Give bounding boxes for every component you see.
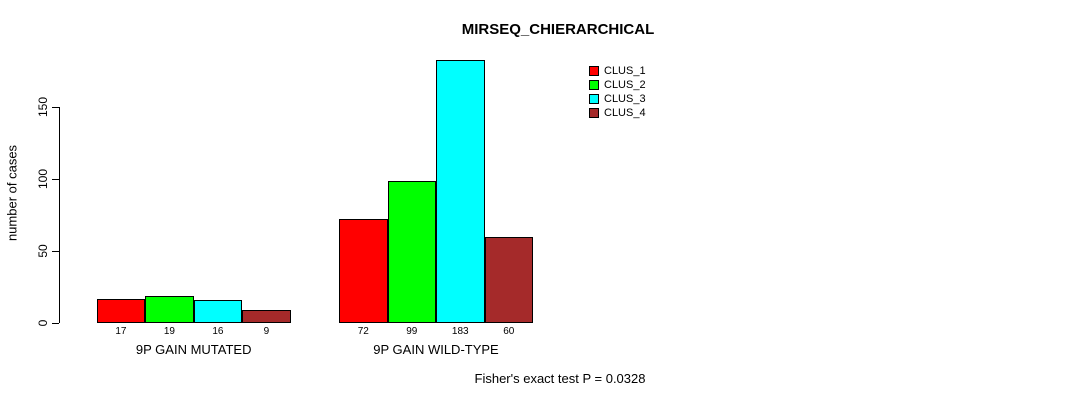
group-label: 9P GAIN WILD-TYPE: [373, 342, 499, 357]
legend-swatch-icon: [589, 93, 599, 104]
legend-swatch-icon: [589, 79, 599, 90]
legend-item-clus_1: CLUS_1: [589, 64, 646, 77]
y-tick: [52, 179, 59, 181]
bar-clus_4-2: [484, 236, 533, 323]
bar-value-label: 16: [212, 326, 224, 337]
legend: CLUS_1 CLUS_2 CLUS_3 CLUS_4: [589, 64, 646, 120]
y-axis-label: number of cases: [4, 144, 20, 242]
bar-clus_1-1: [96, 298, 146, 323]
legend-swatch-icon: [589, 65, 599, 76]
bar-clus_3-2: [436, 59, 485, 323]
bar-clus_4-1: [242, 310, 291, 323]
legend-item-clus_4: CLUS_4: [589, 106, 646, 119]
bar-value-label: 9: [263, 326, 270, 337]
bar-value-label: 99: [406, 326, 418, 337]
bar-value-label: 19: [163, 326, 175, 337]
legend-label: CLUS_3: [604, 92, 646, 105]
legend-item-clus_3: CLUS_3: [589, 92, 646, 105]
legend-label: CLUS_4: [604, 106, 646, 119]
legend-label: CLUS_2: [604, 78, 646, 91]
chart-title: MIRSEQ_CHIERARCHICAL: [461, 21, 655, 38]
group-label: 9P GAIN MUTATED: [135, 342, 252, 357]
y-axis-line: [59, 107, 60, 323]
bar-value-label: 17: [115, 326, 127, 337]
y-tick-label: 150: [36, 97, 50, 118]
footnote: Fisher's exact test P = 0.0328: [474, 371, 646, 386]
y-tick-label: 50: [36, 244, 50, 258]
y-tick: [52, 323, 59, 324]
bar-clus_1-2: [339, 219, 388, 323]
bar-value-label: 72: [357, 326, 369, 337]
bar-value-label: 183: [451, 326, 469, 337]
bar-clus_2-1: [145, 295, 194, 323]
legend-item-clus_2: CLUS_2: [589, 78, 646, 91]
bar-clus_3-1: [193, 299, 243, 323]
legend-label: CLUS_1: [604, 64, 646, 77]
bar-clus_2-2: [387, 180, 436, 323]
y-tick: [52, 251, 59, 253]
legend-swatch-icon: [589, 107, 599, 118]
y-tick: [52, 107, 59, 109]
y-tick-label: 100: [36, 169, 50, 190]
y-tick-label: 0: [36, 319, 50, 327]
bar-value-label: 60: [503, 326, 515, 337]
